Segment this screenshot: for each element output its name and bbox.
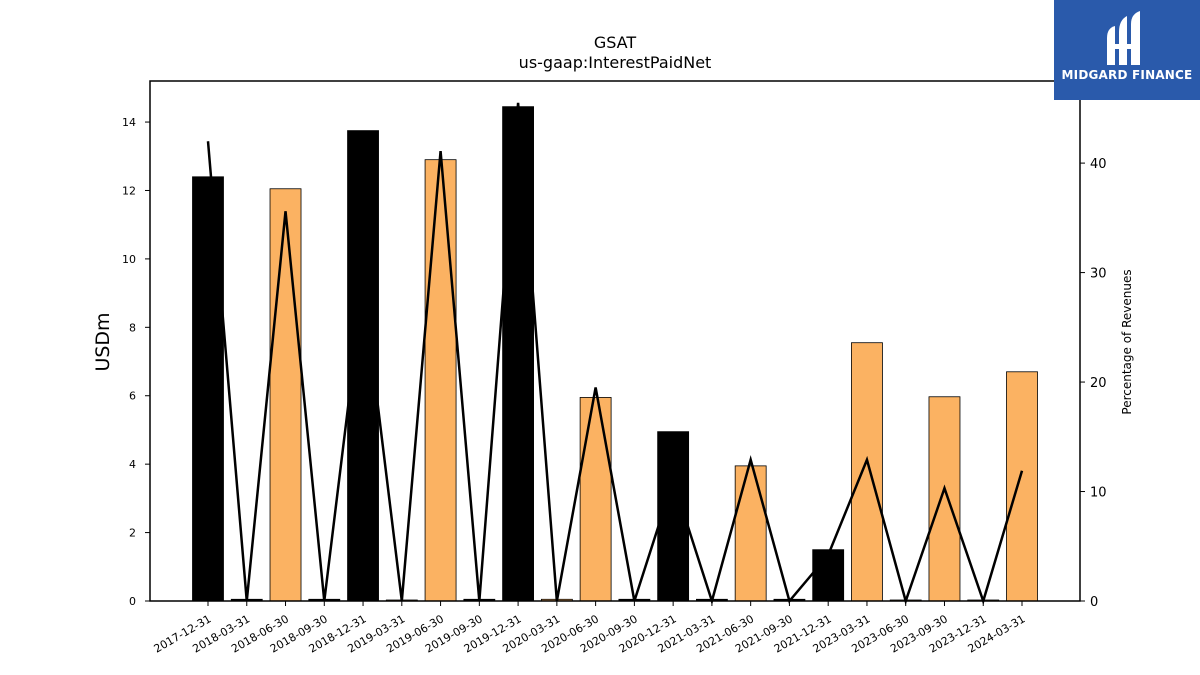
bar-2021-12-31 <box>812 549 845 602</box>
bar-2019-12-31 <box>502 106 534 602</box>
y-tick-label: 4 <box>129 458 136 471</box>
bar-2018-06-30 <box>269 188 302 602</box>
bar-2024-03-31 <box>1006 371 1038 602</box>
y2-tick-label: 40 <box>1090 157 1107 172</box>
midgard-finance-logo: MIDGARD FINANCE <box>1054 0 1200 100</box>
chart-subtitle: us-gaap:InterestPaidNet <box>519 53 712 72</box>
plot-frame <box>149 80 1081 602</box>
y-tick-label: 10 <box>122 253 136 266</box>
logo-text: MIDGARD FINANCE <box>1061 68 1193 82</box>
chart-title: GSAT <box>594 33 637 52</box>
y-tick-label: 8 <box>129 321 136 334</box>
bar-2021-06-30 <box>734 465 767 602</box>
y2-tick-label: 10 <box>1090 486 1107 501</box>
bar-2020-06-30 <box>579 397 612 602</box>
bar-2023-09-30 <box>928 396 961 602</box>
bar-2019-06-30 <box>424 159 457 602</box>
y-tick-label: 0 <box>129 595 136 608</box>
y2-axis-label: Percentage of Revenues <box>1120 269 1134 414</box>
y-tick-label: 2 <box>129 527 136 540</box>
percentage-line <box>206 102 1024 606</box>
y-tick-label: 14 <box>122 116 136 129</box>
y-axis-label: USDm <box>92 312 114 371</box>
y2-tick-label: 20 <box>1090 376 1107 391</box>
y2-tick-label: 0 <box>1090 595 1098 610</box>
bar-2023-03-31 <box>851 342 883 602</box>
logo-mark-icon <box>1107 11 1140 65</box>
y2-tick-label: 30 <box>1090 267 1107 282</box>
y-tick-label: 12 <box>122 184 136 197</box>
y-tick-label: 6 <box>129 390 136 403</box>
bar-2017-12-31 <box>192 176 224 602</box>
